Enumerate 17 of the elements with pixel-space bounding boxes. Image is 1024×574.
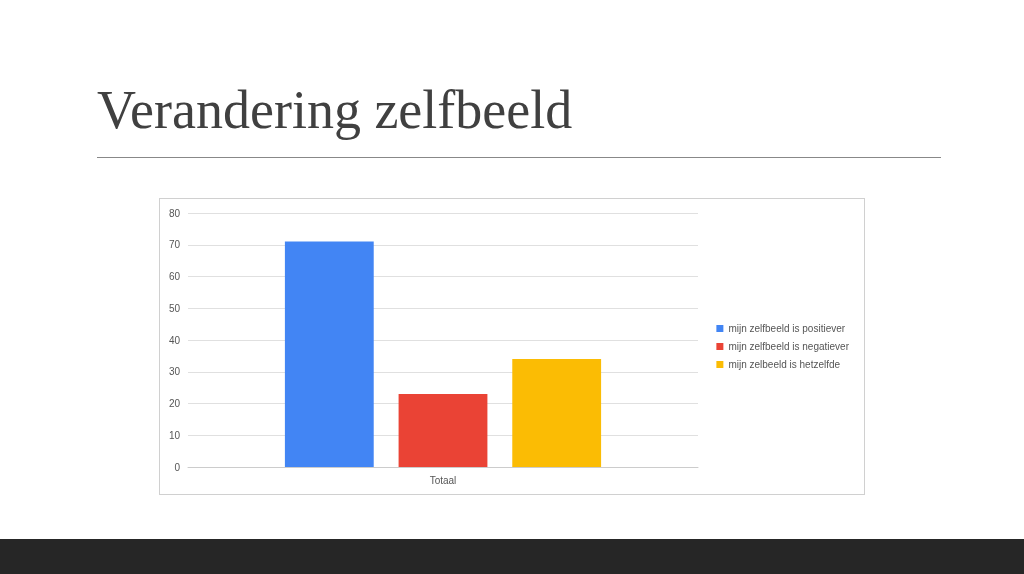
y-tick-label: 80	[168, 207, 181, 219]
legend-label: mijn zelfbeeld is negatiever	[728, 341, 850, 352]
y-tick-label: 10	[168, 429, 181, 441]
y-tick-label: 40	[168, 334, 181, 346]
y-tick-label: 0	[174, 461, 181, 473]
bar	[398, 393, 488, 467]
y-tick-label: 70	[168, 239, 181, 251]
chart-title: Verandering zelfbeeld	[97, 79, 573, 142]
legend-label: mijn zelbeeld is hetzelfde	[728, 359, 841, 370]
y-tick-label: 20	[168, 398, 181, 409]
bar	[512, 359, 602, 467]
y-tick-label: 50	[168, 302, 181, 314]
legend-label: mijn zelfbeeld is positiever	[728, 323, 846, 334]
y-tick-label: 60	[168, 271, 181, 282]
bar	[284, 241, 374, 467]
y-tick-label: 30	[168, 366, 181, 378]
x-tick-label: Totaal	[429, 474, 457, 486]
